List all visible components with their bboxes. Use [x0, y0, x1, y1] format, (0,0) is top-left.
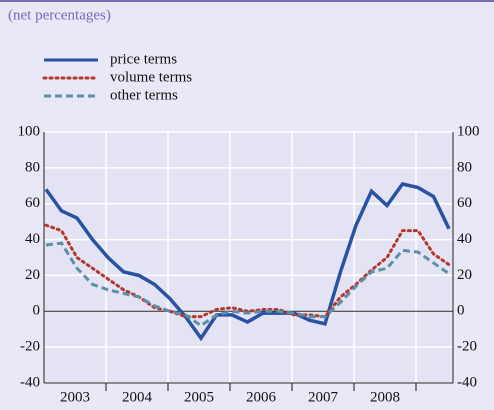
line-series [44, 223, 451, 319]
line-series [44, 182, 451, 342]
plot-area [44, 132, 453, 383]
y2-tick-label: 40 [457, 231, 472, 247]
y2-tick-label: 20 [457, 267, 472, 283]
y-tick-label: 0 [33, 303, 41, 319]
y2-tick-label: -20 [457, 339, 477, 355]
x-tick-label: 2004 [122, 389, 153, 405]
y2-tick-label: -40 [457, 374, 477, 390]
y-tick-label: 40 [25, 231, 40, 247]
x-tick-label: 2006 [246, 389, 277, 405]
chart-subtitle: (net percentages) [8, 7, 111, 23]
line-series [45, 241, 450, 328]
y-tick-label: 60 [25, 195, 40, 211]
x-tick-label: 2003 [60, 389, 90, 405]
x-tick-label: 2007 [308, 389, 339, 405]
y2-tick-label: 60 [457, 195, 472, 211]
y2-tick-label: 80 [457, 159, 472, 175]
legend-label: volume terms [110, 69, 192, 85]
x-tick-label: 2005 [184, 389, 214, 405]
y2-tick-label: 0 [457, 303, 465, 319]
y-tick-label: 80 [25, 159, 40, 175]
y-tick-label: -20 [20, 339, 40, 355]
y2-tick-label: 100 [457, 123, 480, 139]
y-tick-label: -40 [20, 374, 40, 390]
x-tick-label: 2008 [370, 389, 400, 405]
legend-label: other terms [110, 87, 178, 103]
legend-label: price terms [110, 51, 177, 67]
y-tick-label: 100 [18, 123, 41, 139]
y-tick-label: 20 [25, 267, 40, 283]
